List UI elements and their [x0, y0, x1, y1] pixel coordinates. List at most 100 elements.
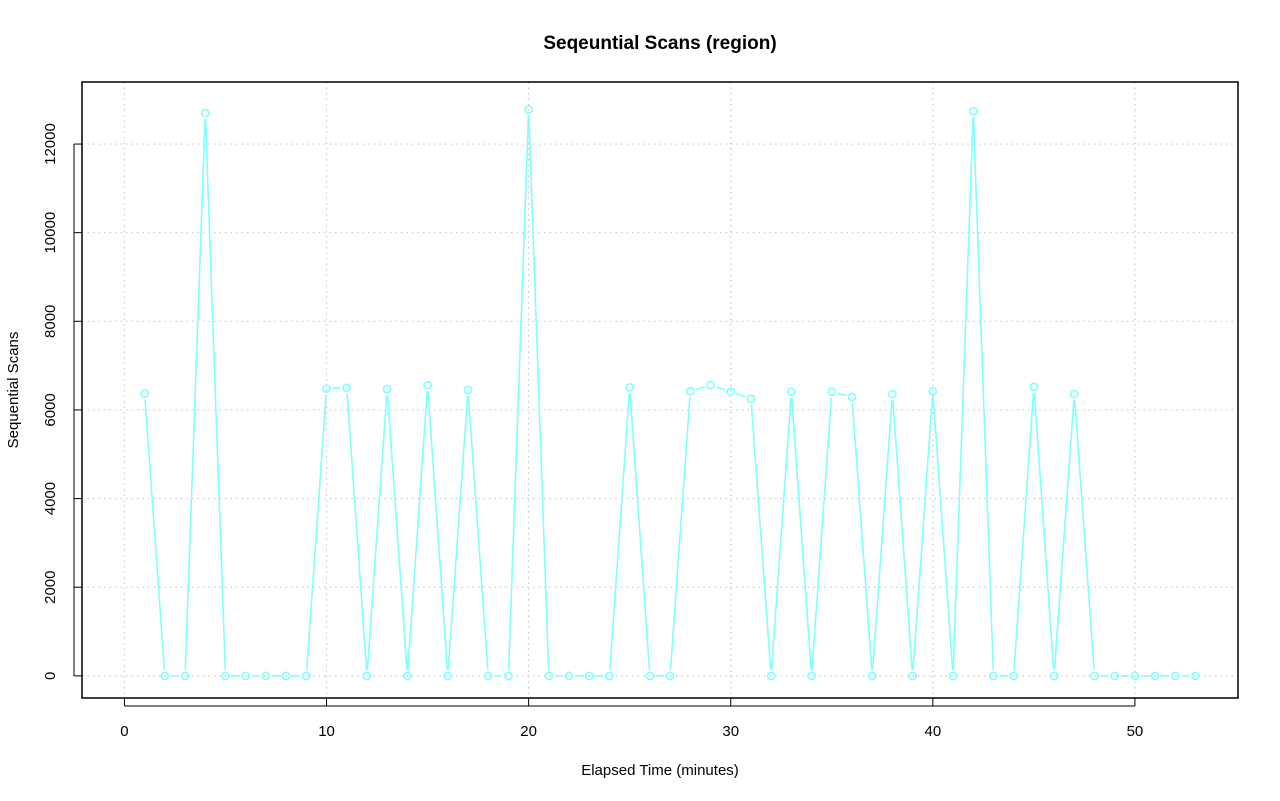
series-line-segment — [871, 399, 893, 670]
data-point — [928, 386, 938, 396]
y-tick-label: 12000 — [42, 123, 59, 165]
data-point — [160, 671, 170, 681]
series-line-segment — [629, 393, 651, 670]
data-point — [544, 671, 554, 681]
y-axis: 0 2000 4000 6000 8000 10000 12000 — [42, 123, 82, 680]
grid — [82, 82, 1238, 698]
data-point — [221, 671, 230, 681]
data-point — [281, 671, 291, 681]
data-point — [382, 384, 392, 394]
data-point — [746, 394, 756, 404]
data-point — [1170, 671, 1180, 681]
x-tick-label: 30 — [722, 723, 739, 740]
x-axis-label: Elapsed Time (minutes) — [581, 762, 739, 779]
series-line-segment — [507, 115, 530, 670]
data-point — [908, 671, 918, 681]
data-point — [140, 389, 150, 398]
series-line-segment — [204, 118, 227, 670]
series-line-segment — [715, 386, 726, 391]
series-line-segment — [366, 395, 388, 670]
series-line-segment — [305, 394, 327, 670]
series-line-segment — [184, 118, 206, 670]
series-line-segment — [736, 393, 746, 398]
data-point — [564, 671, 574, 681]
series-line-segment — [447, 395, 469, 670]
data-point — [261, 671, 271, 681]
data-point — [786, 387, 796, 397]
series-line-segment — [932, 397, 954, 670]
series-line-segment — [144, 399, 166, 670]
data-point — [625, 382, 635, 392]
data-point — [301, 671, 311, 681]
data-point — [948, 671, 958, 681]
data-point — [807, 671, 816, 681]
data-point — [524, 105, 534, 114]
series-line-segment — [346, 393, 368, 670]
series-line-segment — [609, 393, 631, 670]
series-line-segment — [770, 397, 792, 670]
data-point — [706, 380, 715, 390]
series-line-segment — [972, 117, 995, 670]
data-point — [1009, 671, 1019, 681]
series-line-segment — [386, 395, 408, 670]
series-line-segment — [406, 391, 428, 670]
data-point — [665, 671, 675, 681]
data-point — [584, 671, 594, 681]
data-point — [423, 380, 432, 390]
data-point — [322, 384, 331, 394]
series-line-segment — [528, 115, 550, 670]
y-tick-label: 2000 — [42, 571, 59, 604]
series-line-segment — [695, 386, 706, 391]
data-point — [867, 671, 877, 681]
data-point — [1090, 671, 1099, 681]
series-line-segment — [952, 117, 974, 670]
data-point — [989, 671, 998, 681]
data-point — [1049, 671, 1059, 681]
y-tick-label: 10000 — [42, 212, 59, 254]
series-line-segment — [1053, 399, 1075, 670]
plot-frame — [81, 81, 1239, 699]
data-point — [766, 671, 776, 681]
series-line-segment — [811, 397, 833, 670]
data-point — [1130, 671, 1140, 681]
data-point — [645, 671, 655, 681]
y-tick-label: 6000 — [42, 393, 59, 426]
series-line-segment — [892, 399, 913, 670]
series-line-segment — [1033, 392, 1055, 670]
data-point — [200, 108, 210, 118]
series-line-segment — [790, 397, 812, 670]
y-tick-label: 4000 — [42, 482, 59, 515]
y-axis-label: Sequential Scans — [5, 332, 22, 449]
data-point — [342, 383, 352, 393]
data-point — [241, 671, 251, 681]
data-point — [1150, 671, 1160, 681]
data-point — [180, 671, 190, 681]
series — [140, 105, 1200, 681]
x-tick-label: 40 — [924, 723, 941, 740]
chart-title: Seqeuntial Scans (region) — [543, 33, 776, 54]
data-point — [504, 671, 513, 681]
series-line-segment — [851, 403, 873, 670]
x-tick-label: 0 — [120, 723, 128, 740]
data-point — [968, 106, 978, 116]
series-line-segment — [427, 391, 449, 670]
data-point — [726, 387, 736, 397]
series-line-segment — [1073, 399, 1095, 670]
data-point — [1029, 382, 1039, 392]
data-point — [1191, 671, 1200, 681]
y-tick-label: 8000 — [42, 305, 59, 338]
data-point — [888, 389, 897, 399]
data-point — [483, 671, 493, 681]
series-line-segment — [750, 404, 772, 670]
x-axis: 0 10 20 30 40 50 — [120, 698, 1143, 740]
series-line-segment — [669, 397, 691, 670]
data-point — [1110, 671, 1120, 681]
x-tick-label: 50 — [1127, 723, 1144, 740]
data-point — [1069, 389, 1079, 399]
y-tick-label: 0 — [42, 672, 59, 680]
data-point — [605, 671, 614, 681]
series-line-segment — [912, 397, 934, 670]
series-line-segment — [467, 395, 489, 670]
data-point — [443, 671, 453, 681]
